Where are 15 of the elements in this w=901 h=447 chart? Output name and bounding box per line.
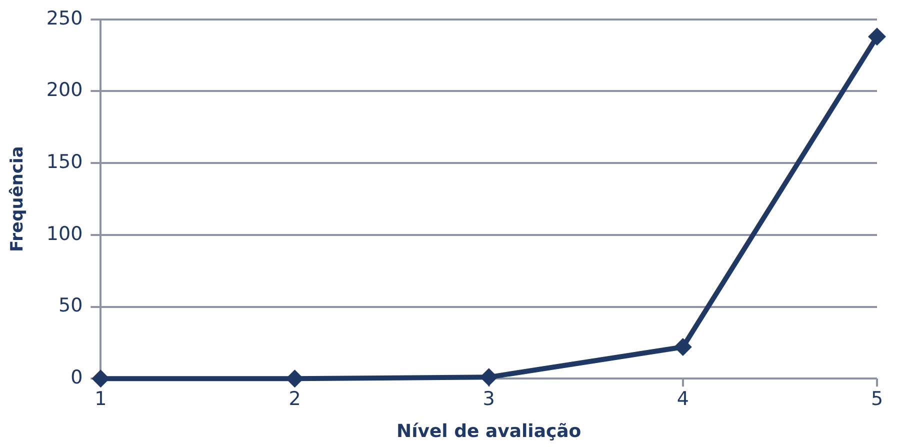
x-tick-label: 4 (676, 388, 689, 410)
x-axis-title: Nível de avaliação (396, 420, 582, 442)
y-tick-label: 50 (58, 294, 83, 317)
y-tick-label: 200 (46, 79, 83, 102)
x-tick-label: 2 (288, 388, 301, 410)
point (674, 338, 692, 356)
y-tick-label: 100 (46, 222, 83, 245)
x-tick-label: 1 (94, 388, 107, 410)
y-tick-label: 250 (46, 7, 83, 30)
x-tick-label: 3 (482, 388, 495, 410)
point (868, 28, 886, 46)
x-tick-label: 5 (870, 388, 884, 410)
y-tick-label: 0 (70, 366, 83, 389)
y-axis-title: Frequência (8, 146, 28, 252)
y-tick-label: 150 (46, 151, 83, 174)
